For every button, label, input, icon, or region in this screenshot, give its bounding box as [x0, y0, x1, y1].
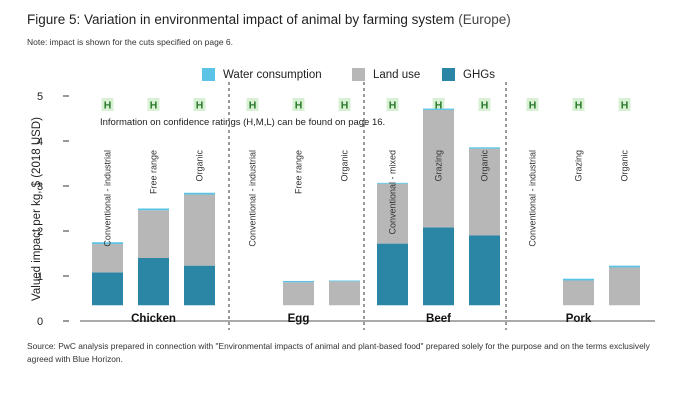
bar-segment-water — [423, 108, 454, 110]
y-tick-label: 2 — [37, 226, 43, 238]
bar-segment-land-use — [377, 183, 408, 244]
bar-segment-ghg — [138, 258, 169, 306]
chart-bars: Conventional - industrial Free range Organ… — [92, 108, 640, 306]
y-tick-label: 4 — [37, 136, 43, 148]
bar-segment-land-use — [329, 281, 360, 306]
bar-segment-land-use — [609, 267, 640, 306]
rating-label: H — [295, 100, 303, 112]
rating-badge — [386, 98, 399, 111]
bar-segment-land-use — [283, 282, 314, 306]
y-tick-label: 1 — [37, 271, 43, 283]
figure-note: Note: impact is shown for the cuts speci… — [27, 37, 234, 47]
rating-badge — [292, 98, 305, 111]
rating-badge — [572, 98, 585, 111]
rating-badge — [618, 98, 631, 111]
legend-swatch — [202, 68, 215, 81]
group-labels: Chicken Egg Beef Pork — [131, 313, 592, 325]
bar-segment-ghg — [377, 243, 408, 306]
rating-label: H — [389, 100, 397, 112]
bar-segment-land-use — [138, 210, 169, 258]
group-label-pork: Pork — [566, 313, 592, 325]
system-label: Organic — [340, 150, 350, 182]
system-label: Organic — [620, 150, 630, 182]
y-tick-label: 5 — [37, 91, 43, 103]
rating-label: H — [249, 100, 257, 112]
rating-label: H — [104, 100, 112, 112]
bar-segment-water — [563, 278, 594, 281]
system-label: Organic — [480, 150, 490, 182]
bar-segment-ghg — [469, 235, 500, 306]
figure-title-main: Figure 5: Variation in environmental imp… — [27, 12, 455, 27]
bar-segment-ghg — [92, 272, 123, 306]
rating-label: H — [341, 100, 349, 112]
group-label-egg: Egg — [288, 313, 310, 325]
rating-label: H — [196, 100, 204, 112]
bar-segment-water — [609, 265, 640, 268]
figure-source: Source: PwC analysis prepared in connect… — [27, 341, 650, 364]
chart-legend: Water consumption Land use GHGs — [202, 68, 495, 81]
bar-segment-water — [184, 192, 215, 195]
system-label: Organic — [195, 150, 205, 182]
rating-label: H — [435, 100, 443, 112]
rating-badge — [478, 98, 491, 111]
bar-segment-water — [283, 280, 314, 283]
rating-label: H — [481, 100, 489, 112]
bar-segment-water — [377, 182, 408, 184]
group-dividers — [228, 82, 507, 330]
rating-label: H — [150, 100, 158, 112]
bar-segment-water — [329, 280, 360, 282]
rating-badge — [338, 98, 351, 111]
rating-badge — [432, 98, 445, 111]
legend-swatch — [442, 68, 455, 81]
figure-title-region: (Europe) — [458, 12, 511, 27]
rating-badge — [246, 98, 259, 111]
legend-swatch — [352, 68, 365, 81]
bar-segment-land-use — [92, 244, 123, 273]
rating-badge — [101, 98, 114, 111]
system-label: Conventional - industrial — [248, 150, 258, 247]
y-tick-label: 3 — [37, 181, 43, 193]
legend-label: GHGs — [463, 69, 495, 81]
bar-segment-land-use — [423, 109, 454, 228]
bar-segment-water — [92, 242, 123, 245]
system-label: Free range — [294, 150, 304, 194]
bar-segment-land-use — [469, 148, 500, 236]
rating-badge — [526, 98, 539, 111]
system-label: Conventional - mixed — [388, 150, 398, 235]
bar-segment-land-use — [184, 194, 215, 266]
confidence-annotation: Information on confidence ratings (H,M,L… — [100, 117, 385, 128]
rating-label: H — [575, 100, 583, 112]
y-axis-label: Valued impact per kg, $ (2018 USD) — [31, 117, 43, 301]
system-label: Conventional - industrial — [103, 150, 113, 247]
chart-axes: 0 1 2 3 4 5 Valued impact per kg, $ (2018 USD) — [31, 91, 655, 328]
rating-badge — [193, 98, 206, 111]
rating-badge — [147, 98, 160, 111]
bar-segment-water — [138, 208, 169, 211]
bar-segment-water — [469, 147, 500, 149]
group-label-beef: Beef — [426, 313, 451, 325]
bar-segment-land-use — [563, 280, 594, 306]
legend-label: Water consumption — [223, 69, 322, 81]
y-tick-label: 0 — [37, 316, 43, 328]
bar-segment-ghg — [423, 227, 454, 306]
rating-label: H — [621, 100, 629, 112]
rating-label: H — [529, 100, 537, 112]
system-label: Grazing — [434, 150, 444, 182]
bar-segment-ghg — [184, 265, 215, 306]
system-label: Grazing — [574, 150, 584, 182]
group-label-chicken: Chicken — [131, 313, 176, 325]
system-label: Conventional - industrial — [528, 150, 538, 247]
system-label: Free range — [149, 150, 159, 194]
figure-title: Figure 5: Variation in environmental imp… — [27, 12, 511, 27]
legend-label: Land use — [373, 69, 420, 81]
